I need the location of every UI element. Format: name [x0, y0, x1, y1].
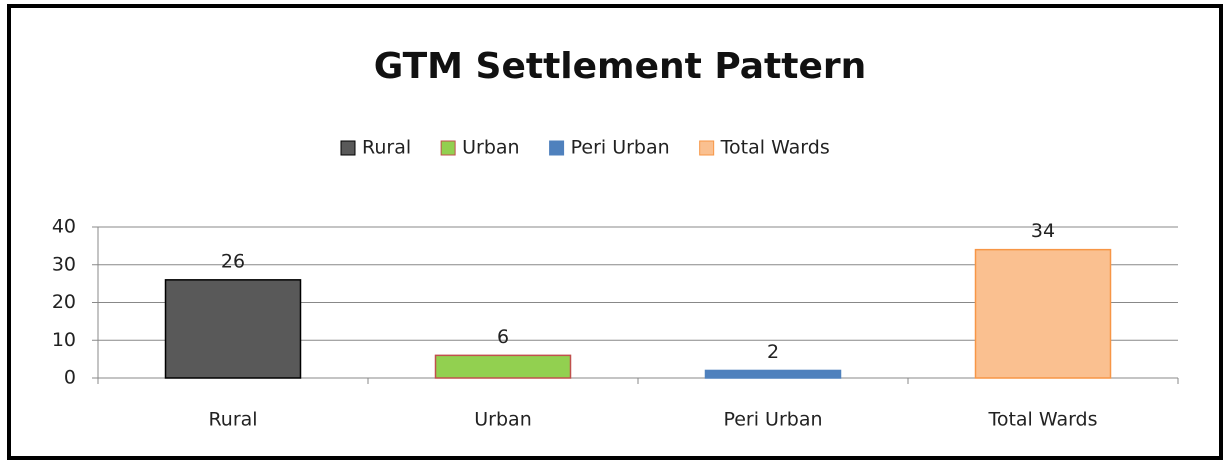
x-tick-label: Urban — [474, 409, 531, 431]
legend-label: Rural — [362, 137, 411, 159]
legend-swatch — [699, 140, 715, 156]
legend-swatch — [549, 140, 565, 156]
y-tick-label: 0 — [64, 367, 76, 389]
value-label: 2 — [767, 341, 779, 363]
bar — [164, 279, 302, 379]
x-tick-label: Rural — [208, 409, 257, 431]
legend-label: Peri Urban — [571, 137, 670, 159]
value-label: 26 — [221, 250, 245, 272]
legend-label: Urban — [462, 137, 519, 159]
bar — [704, 369, 842, 379]
bar — [974, 248, 1112, 379]
value-label: 6 — [497, 326, 509, 348]
y-tick-label: 40 — [52, 216, 76, 238]
x-tick-label: Peri Urban — [723, 409, 822, 431]
chart-border — [7, 4, 1223, 460]
bar — [434, 354, 572, 379]
legend-swatch — [340, 140, 356, 156]
y-tick-label: 20 — [52, 291, 76, 313]
x-tick-label: Total Wards — [987, 409, 1097, 431]
value-label: 34 — [1031, 220, 1055, 242]
legend-swatch — [440, 140, 456, 156]
y-tick-label: 10 — [52, 329, 76, 351]
y-tick-label: 30 — [52, 253, 76, 275]
legend-label: Total Wards — [720, 137, 830, 159]
chart-title: GTM Settlement Pattern — [374, 46, 867, 87]
